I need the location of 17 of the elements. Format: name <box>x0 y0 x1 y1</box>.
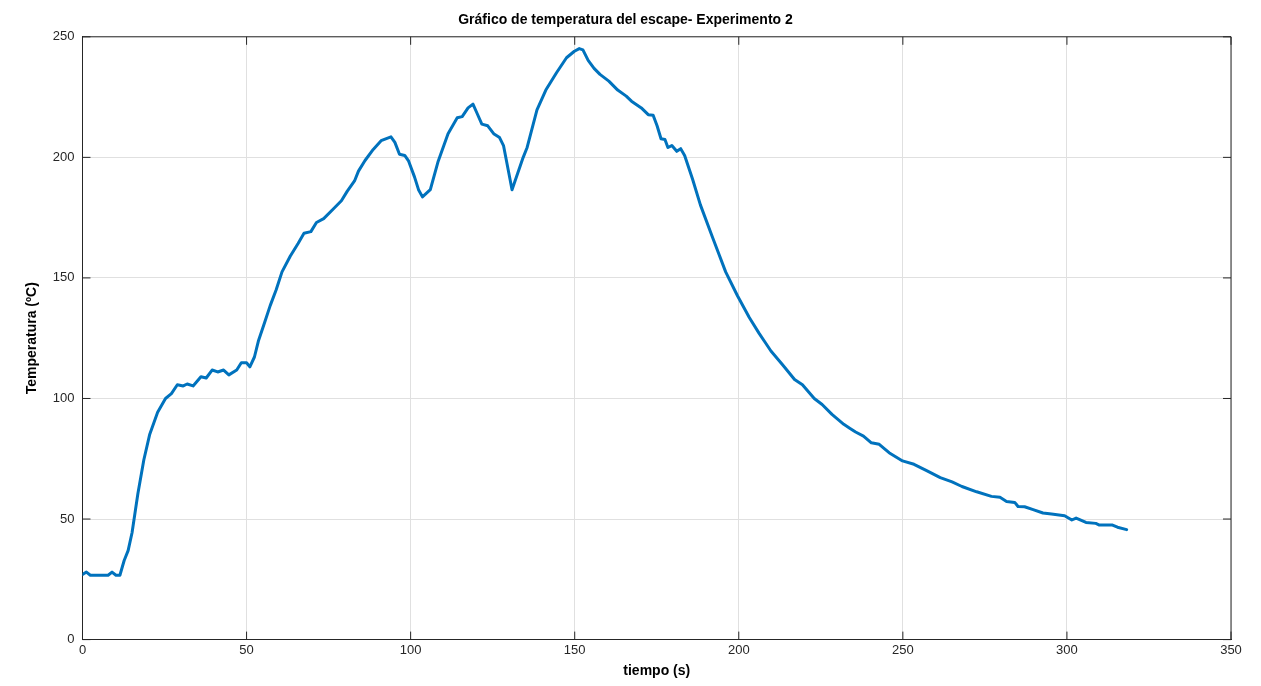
x-axis-title: tiempo (s) <box>623 662 691 679</box>
y-tick-label: 50 <box>60 510 75 526</box>
x-tick-label: 50 <box>239 641 254 657</box>
x-tick-label: 100 <box>399 641 422 657</box>
x-tick-label: 200 <box>727 641 750 657</box>
x-tick-label: 150 <box>563 641 586 657</box>
y-tick-label: 0 <box>67 631 75 647</box>
y-tick-label: 200 <box>52 148 75 164</box>
x-tick-label: 250 <box>892 641 914 657</box>
x-tick-label: 0 <box>78 641 87 657</box>
x-tick-label: 300 <box>1056 641 1078 657</box>
x-tick-label: 350 <box>1220 641 1242 657</box>
y-tick-label: 250 <box>52 28 75 44</box>
y-tick-label: 150 <box>52 269 75 285</box>
y-axis-title: Temperatura (ºC) <box>23 282 40 395</box>
chart-title: Gráfico de temperatura del escape- Experimento 2 <box>458 11 793 28</box>
y-tick-label: 100 <box>52 390 75 406</box>
